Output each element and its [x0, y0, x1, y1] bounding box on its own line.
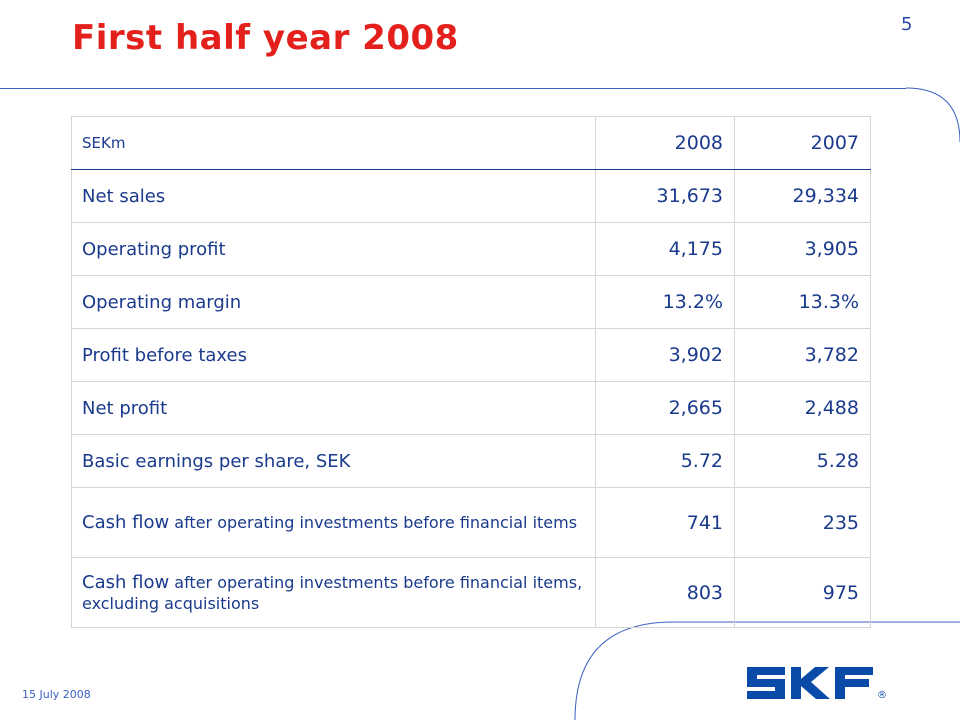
svg-text:®: ® [877, 690, 887, 701]
value-2007: 235 [734, 487, 871, 558]
table-row: Net profit 2,665 2,488 [71, 381, 871, 435]
value-2007: 3,905 [734, 222, 871, 276]
row-label: Cash flow after operating investments be… [71, 487, 596, 558]
table-row: Cash flow after operating investments be… [71, 487, 871, 558]
table-row: Cash flow after operating investments be… [71, 557, 871, 628]
value-2007: 2,488 [734, 381, 871, 435]
table-header-row: SEKm 2008 2007 [71, 116, 871, 170]
row-label: Profit before taxes [71, 328, 596, 382]
value-2008: 31,673 [595, 169, 735, 223]
header-rule [0, 88, 906, 89]
header-year-2008: 2008 [595, 116, 735, 170]
table-row: Net sales 31,673 29,334 [71, 169, 871, 223]
row-label: Cash flow after operating investments be… [71, 557, 596, 628]
table-row: Basic earnings per share, SEK 5.72 5.28 [71, 434, 871, 488]
value-2008: 13.2% [595, 275, 735, 329]
page-number: 5 [901, 14, 913, 35]
row-label: Net sales [71, 169, 596, 223]
header-year-2007: 2007 [734, 116, 871, 170]
value-2008: 5.72 [595, 434, 735, 488]
skf-logo: ® [747, 667, 887, 701]
value-2008: 2,665 [595, 381, 735, 435]
row-label: Operating margin [71, 275, 596, 329]
value-2007: 3,782 [734, 328, 871, 382]
table-row: Profit before taxes 3,902 3,782 [71, 328, 871, 382]
value-2007: 13.3% [734, 275, 871, 329]
value-2008: 741 [595, 487, 735, 558]
row-label-main: Cash flow [82, 512, 170, 533]
table-row: Operating margin 13.2% 13.3% [71, 275, 871, 329]
row-label: Net profit [71, 381, 596, 435]
table-row: Operating profit 4,175 3,905 [71, 222, 871, 276]
value-2008: 4,175 [595, 222, 735, 276]
row-label-rest: after operating investments before finan… [169, 513, 578, 532]
header-unit-label: SEKm [71, 116, 596, 170]
value-2008: 803 [595, 557, 735, 628]
value-2007: 5.28 [734, 434, 871, 488]
presentation-date: 15 July 2008 [22, 688, 91, 701]
value-2007: 29,334 [734, 169, 871, 223]
row-label-rest: after operating investments before finan… [82, 572, 583, 613]
row-label-main: Cash flow [82, 571, 170, 593]
value-2008: 3,902 [595, 328, 735, 382]
financial-summary-table: SEKm 2008 2007 Net sales 31,673 29,334 O… [71, 116, 871, 628]
value-2007: 975 [734, 557, 871, 628]
row-label: Basic earnings per share, SEK [71, 434, 596, 488]
row-label: Operating profit [71, 222, 596, 276]
slide-title: First half year 2008 [72, 18, 459, 58]
